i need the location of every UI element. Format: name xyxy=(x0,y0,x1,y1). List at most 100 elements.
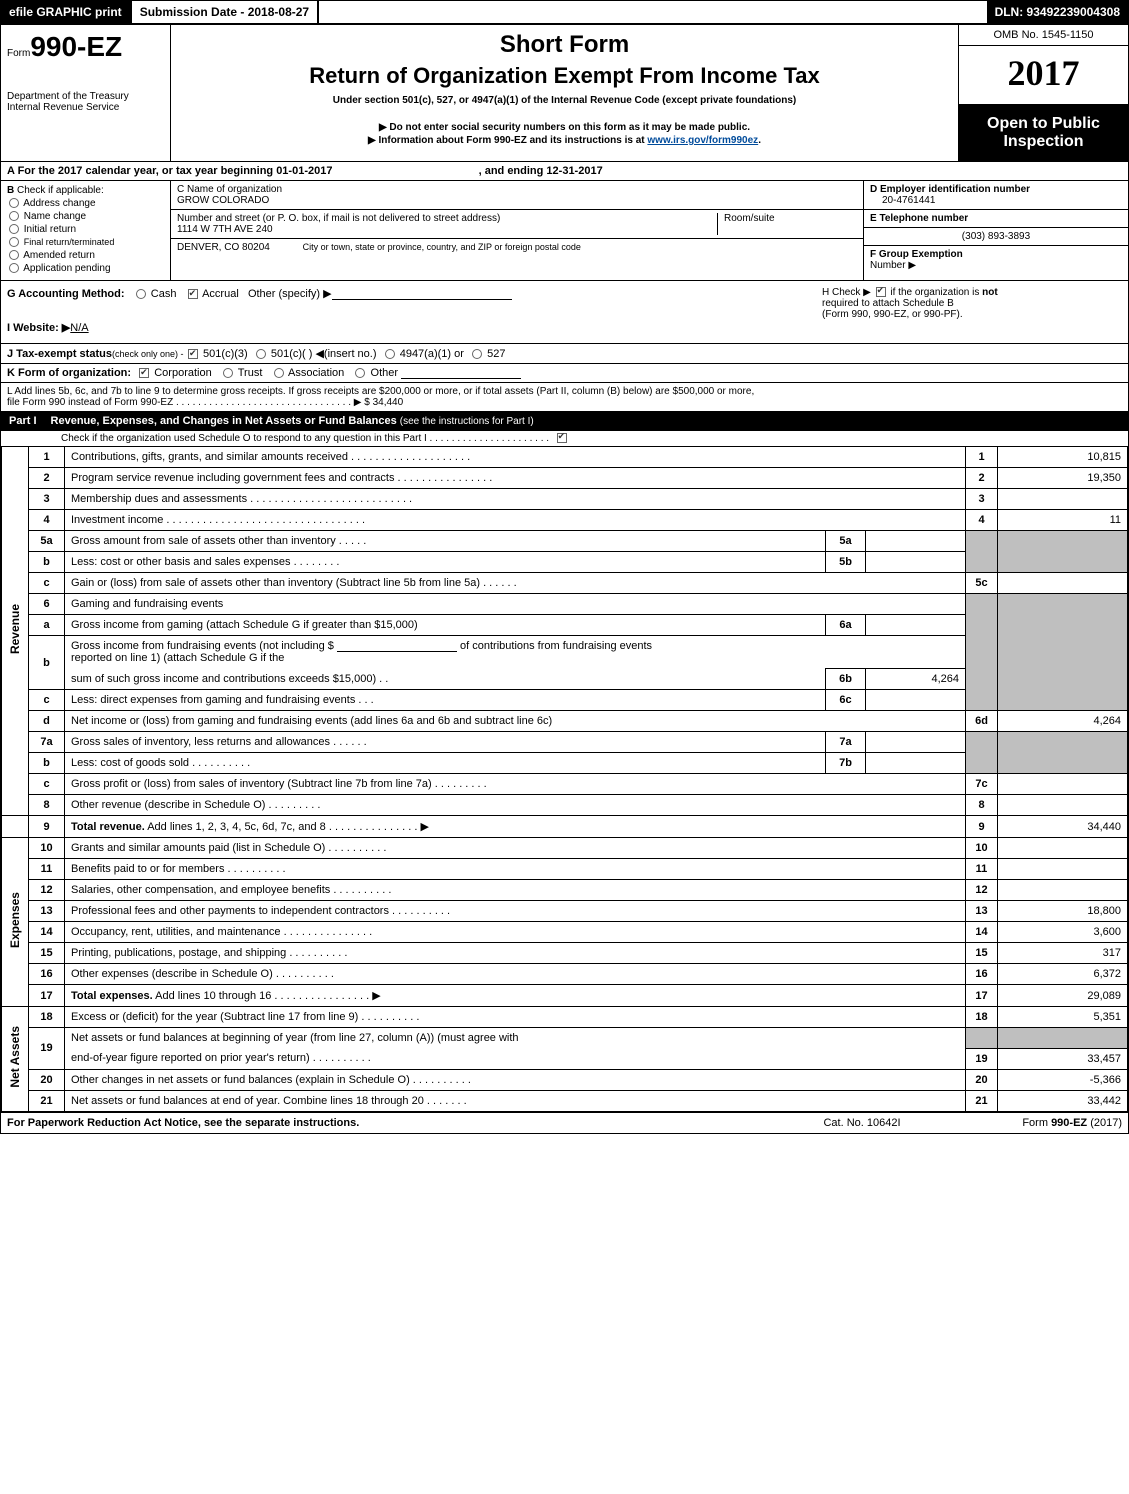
line-desc: Net income or (loss) from gaming and fun… xyxy=(65,711,966,732)
k-other[interactable] xyxy=(355,368,365,378)
line-val: 11 xyxy=(998,510,1128,531)
radio-cash[interactable] xyxy=(136,289,146,299)
table-row: 16 Other expenses (describe in Schedule … xyxy=(2,964,1128,985)
table-row: Expenses 10 Grants and similar amounts p… xyxy=(2,838,1128,859)
table-row: 6 Gaming and fundraising events xyxy=(2,594,1128,615)
h-text4: (Form 990, 990-EZ, or 990-PF). xyxy=(822,309,963,320)
open-public-badge: Open to Public Inspection xyxy=(959,105,1128,161)
table-row: 12 Salaries, other compensation, and emp… xyxy=(2,880,1128,901)
line-ref: 8 xyxy=(966,795,998,816)
header-right: OMB No. 1545-1150 2017 Open to Public In… xyxy=(958,25,1128,161)
line-num: b xyxy=(29,552,65,573)
shade-cell xyxy=(966,1028,998,1049)
row-gh: G Accounting Method: Cash Accrual Other … xyxy=(1,280,1128,343)
part1-schedule-o-check[interactable] xyxy=(557,433,567,443)
inner-val xyxy=(866,690,966,711)
chk-final-return[interactable]: Final return/terminated xyxy=(7,237,164,248)
form-prefix: Form xyxy=(7,48,30,59)
table-row: c Gain or (loss) from sale of assets oth… xyxy=(2,573,1128,594)
line-ref: 2 xyxy=(966,468,998,489)
f-group-exemption: F Group Exemption Number ▶ xyxy=(864,246,1128,274)
line-ref: 9 xyxy=(966,816,998,838)
line-num: 5a xyxy=(29,531,65,552)
submission-date: Submission Date - 2018-08-27 xyxy=(130,1,319,23)
line-val: 5,351 xyxy=(998,1007,1128,1028)
line-val xyxy=(998,774,1128,795)
line-num: 14 xyxy=(29,922,65,943)
inner-num: 6c xyxy=(826,690,866,711)
table-row: 5a Gross amount from sale of assets othe… xyxy=(2,531,1128,552)
j-501c[interactable] xyxy=(256,349,266,359)
table-row: b Gross income from fundraising events (… xyxy=(2,636,1128,669)
line-num: 11 xyxy=(29,859,65,880)
table-row: c Less: direct expenses from gaming and … xyxy=(2,690,1128,711)
k-label: K Form of organization: xyxy=(7,367,131,379)
shade-cell xyxy=(998,1028,1128,1049)
k-assoc[interactable] xyxy=(274,368,284,378)
f-label2: Number ▶ xyxy=(870,260,916,271)
line-desc: Gaming and fundraising events xyxy=(65,594,966,615)
chk-address-change[interactable]: Address change xyxy=(7,198,164,209)
row-i: I Website: ▶N/A xyxy=(7,318,822,337)
info-period: . xyxy=(758,135,761,146)
topbar: efile GRAPHIC print Submission Date - 20… xyxy=(1,1,1128,25)
shade-cell xyxy=(966,594,998,711)
footer: For Paperwork Reduction Act Notice, see … xyxy=(1,1112,1128,1133)
shade-cell xyxy=(998,594,1128,711)
part1-label: Part I xyxy=(9,415,37,427)
line-a-ending: , and ending 12-31-2017 xyxy=(479,165,603,177)
revenue-rot-end xyxy=(2,816,29,838)
chk-initial-return[interactable]: Initial return xyxy=(7,224,164,235)
k-trust[interactable] xyxy=(223,368,233,378)
chk-name-change[interactable]: Name change xyxy=(7,211,164,222)
netassets-rot: Net Assets xyxy=(2,1007,29,1112)
part1-title: Revenue, Expenses, and Changes in Net As… xyxy=(51,415,534,427)
line-ref: 4 xyxy=(966,510,998,531)
short-form-title: Short Form xyxy=(181,31,948,59)
inner-val xyxy=(866,552,966,573)
chk-application-pending[interactable]: Application pending xyxy=(7,263,164,274)
line-num: 2 xyxy=(29,468,65,489)
line-val: 10,815 xyxy=(998,447,1128,468)
line-val: 29,089 xyxy=(998,985,1128,1007)
j-527[interactable] xyxy=(472,349,482,359)
line-desc: Excess or (deficit) for the year (Subtra… xyxy=(65,1007,966,1028)
l-text1: L Add lines 5b, 6c, and 7b to line 9 to … xyxy=(7,386,1122,397)
table-row: 2 Program service revenue including gove… xyxy=(2,468,1128,489)
table-row: Revenue 1 Contributions, gifts, grants, … xyxy=(2,447,1128,468)
radio-accrual[interactable] xyxy=(188,289,198,299)
street-value: 1114 W 7TH AVE 240 xyxy=(177,224,717,235)
info-link[interactable]: www.irs.gov/form990ez xyxy=(647,135,758,146)
open-public-line1: Open to Public xyxy=(963,115,1124,133)
k-other-line xyxy=(401,367,521,379)
form-number-block: Form990-EZ xyxy=(7,31,164,63)
line-num: 18 xyxy=(29,1007,65,1028)
j-501c3[interactable] xyxy=(188,349,198,359)
line-num: 20 xyxy=(29,1069,65,1090)
ssn-notice: ▶ Do not enter social security numbers o… xyxy=(181,122,948,133)
line-num: 7a xyxy=(29,732,65,753)
line-val: 19,350 xyxy=(998,468,1128,489)
table-row: 3 Membership dues and assessments . . . … xyxy=(2,489,1128,510)
header-left: Form990-EZ Department of the Treasury In… xyxy=(1,25,171,161)
h-checkbox[interactable] xyxy=(876,287,886,297)
line-num: 16 xyxy=(29,964,65,985)
line-ref: 19 xyxy=(966,1048,998,1069)
inner-num: 6b xyxy=(826,669,866,690)
table-row: sum of such gross income and contributio… xyxy=(2,669,1128,690)
k-corp[interactable] xyxy=(139,368,149,378)
street-cell: Number and street (or P. O. box, if mail… xyxy=(177,213,717,235)
topbar-spacer xyxy=(319,1,986,23)
line-ref: 20 xyxy=(966,1069,998,1090)
e-tel-label: E Telephone number xyxy=(864,210,1128,228)
e-tel-value: (303) 893-3893 xyxy=(864,228,1128,246)
table-row: Net Assets 18 Excess or (deficit) for th… xyxy=(2,1007,1128,1028)
dln-badge: DLN: 93492239004308 xyxy=(987,1,1128,23)
table-row: 17 Total expenses. Add lines 10 through … xyxy=(2,985,1128,1007)
dept-irs: Internal Revenue Service xyxy=(7,102,164,113)
line-ref: 18 xyxy=(966,1007,998,1028)
chk-amended-return[interactable]: Amended return xyxy=(7,250,164,261)
j-4947[interactable] xyxy=(385,349,395,359)
line-num: 4 xyxy=(29,510,65,531)
line-desc: Gain or (loss) from sale of assets other… xyxy=(65,573,966,594)
